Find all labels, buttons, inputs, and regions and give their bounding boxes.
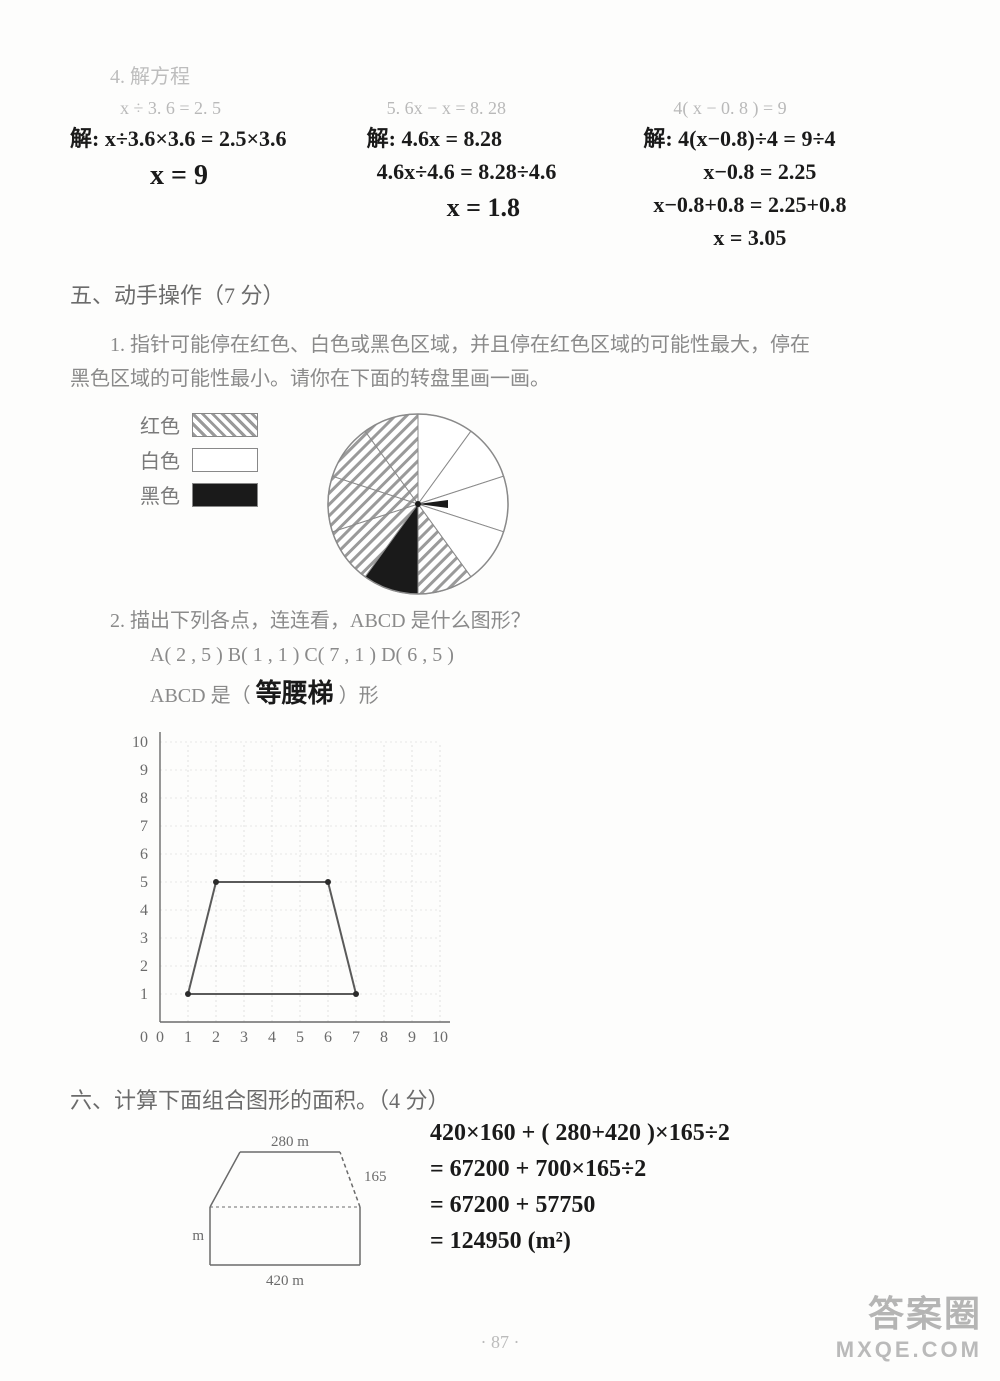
- q5-2-text: 2. 描出下列各点，连连看，ABCD 是什么图形？: [110, 604, 930, 638]
- area-calculation: 420×160 + ( 280+420 )×165÷2 = 67200 + 70…: [430, 1115, 730, 1259]
- legend-white-label: 白色: [140, 445, 180, 474]
- q4-col-2: 5. 6x − x = 8. 28 解: 4.6x = 8.28 4.6x÷4.…: [357, 95, 644, 254]
- legend-black-label: 黑色: [140, 480, 180, 509]
- q4-eq1-line2: x = 9: [150, 155, 357, 197]
- svg-text:0: 0: [156, 1029, 164, 1046]
- svg-text:10: 10: [132, 734, 148, 751]
- svg-text:8: 8: [140, 790, 148, 807]
- svg-text:9: 9: [140, 762, 148, 779]
- svg-text:7: 7: [352, 1029, 360, 1046]
- composite-shape-figure: 280 m 165 m 160 m 420 m: [190, 1115, 390, 1285]
- svg-text:5: 5: [296, 1029, 304, 1046]
- shape-suffix: ）形: [339, 685, 379, 707]
- svg-text:0: 0: [140, 1029, 148, 1046]
- q4-eq3-line2: x−0.8 = 2.25: [703, 155, 930, 188]
- svg-text:5: 5: [140, 874, 148, 891]
- q4-col-3: 4( x − 0. 8 ) = 9 解: 4(x−0.8)÷4 = 9÷4 x−…: [643, 95, 930, 254]
- q5-1-text-line1: 1. 指针可能停在红色、白色或黑色区域，并且停在红色区域的可能性最大，停在: [110, 328, 930, 362]
- swatch-white: [192, 448, 258, 472]
- svg-text:3: 3: [140, 930, 148, 947]
- svg-text:280 m: 280 m: [271, 1134, 309, 1150]
- q4-eq2-printed: 5. 6x − x = 8. 28: [387, 95, 644, 122]
- svg-text:1: 1: [184, 1029, 192, 1046]
- swatch-black: [192, 483, 258, 507]
- spinner-wheel: [298, 404, 538, 604]
- watermark-line2: MXQE.COM: [836, 1337, 982, 1363]
- section6-title: 六、计算下面组合图形的面积。（4 分）: [70, 1083, 930, 1115]
- svg-text:4: 4: [268, 1029, 276, 1046]
- svg-text:165 m: 165 m: [364, 1169, 390, 1185]
- q4-eq2-line3: x = 1.8: [447, 188, 644, 227]
- q5-2-points: A( 2 , 5 ) B( 1 , 1 ) C( 7 , 1 ) D( 6 , …: [150, 638, 930, 672]
- watermark: 答案圈 MXQE.COM: [836, 1285, 982, 1363]
- color-legend: 红色 白色 黑色: [140, 404, 258, 515]
- legend-white: 白色: [140, 445, 258, 474]
- q4-eq1-printed: x ÷ 3. 6 = 2. 5: [120, 95, 357, 122]
- shape-answer: 等腰梯: [256, 679, 334, 708]
- coordinate-grid-chart: 0 1 2 3 4 5 6 7 8 9 10 1 2 3 4 5 6 7 8 9 10 0: [110, 722, 490, 1062]
- calc-line-1: 420×160 + ( 280+420 )×165÷2: [430, 1115, 730, 1151]
- q4-eq2-line2: 4.6x÷4.6 = 8.28÷4.6: [377, 155, 644, 188]
- exam-page: 4. 解方程 x ÷ 3. 6 = 2. 5 解: x÷3.6×3.6 = 2.…: [0, 0, 1000, 1381]
- legend-red-label: 红色: [140, 410, 180, 439]
- q4-title: 4. 解方程: [110, 60, 930, 89]
- svg-text:2: 2: [140, 958, 148, 975]
- q4-eq3-line3: x−0.8+0.8 = 2.25+0.8: [653, 188, 930, 221]
- svg-text:6: 6: [140, 846, 148, 863]
- legend-red: 红色: [140, 410, 258, 439]
- svg-text:160 m: 160 m: [190, 1228, 204, 1244]
- shape-prefix: ABCD 是（: [150, 685, 251, 707]
- svg-text:10: 10: [432, 1029, 448, 1046]
- watermark-line1: 答案圈: [836, 1285, 982, 1337]
- svg-text:4: 4: [140, 902, 148, 919]
- section5-title: 五、动手操作（7 分）: [70, 278, 930, 310]
- q4-eq3-line4: x = 3.05: [713, 221, 930, 254]
- calc-line-3: = 67200 + 57750: [430, 1187, 730, 1223]
- svg-text:420 m: 420 m: [266, 1273, 304, 1285]
- q5-1-text-line2: 黑色区域的可能性最小。请你在下面的转盘里画一画。: [70, 362, 930, 396]
- q4-eq2-line1: 解: 4.6x = 8.28: [367, 122, 644, 155]
- svg-text:9: 9: [408, 1029, 416, 1046]
- calc-line-2: = 67200 + 700×165÷2: [430, 1151, 730, 1187]
- svg-text:8: 8: [380, 1029, 388, 1046]
- svg-text:3: 3: [240, 1029, 248, 1046]
- calc-line-4: = 124950 (m²): [430, 1223, 730, 1259]
- svg-text:7: 7: [140, 818, 148, 835]
- svg-text:1: 1: [140, 986, 148, 1003]
- q4-eq1-line1: 解: x÷3.6×3.6 = 2.5×3.6: [70, 122, 357, 155]
- q4-col-1: x ÷ 3. 6 = 2. 5 解: x÷3.6×3.6 = 2.5×3.6 x…: [70, 95, 357, 254]
- q4-eq3-line1: 解: 4(x−0.8)÷4 = 9÷4: [643, 122, 930, 155]
- svg-text:2: 2: [212, 1029, 220, 1046]
- q5-2-block: 2. 描出下列各点，连连看，ABCD 是什么图形？ A( 2 , 5 ) B( …: [110, 604, 930, 716]
- q4-eq3-printed: 4( x − 0. 8 ) = 9: [673, 95, 930, 122]
- legend-black: 黑色: [140, 480, 258, 509]
- svg-text:6: 6: [324, 1029, 332, 1046]
- swatch-stripes: [192, 413, 258, 437]
